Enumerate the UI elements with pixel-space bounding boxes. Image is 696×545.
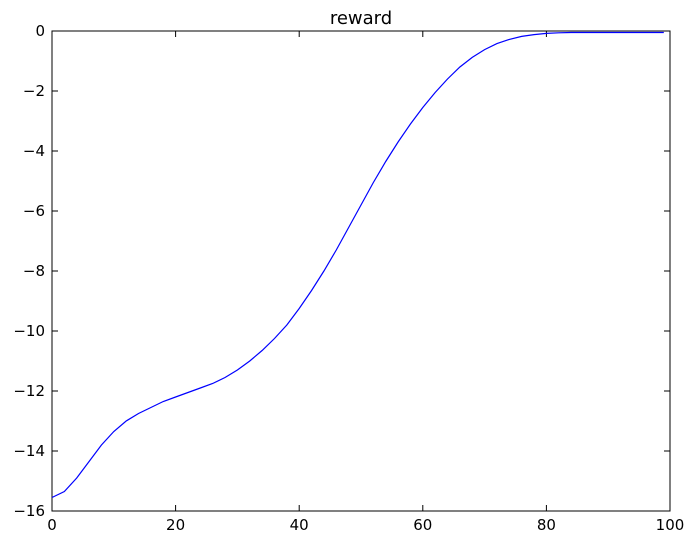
- y-tick-label: −8: [23, 262, 45, 280]
- y-tick-label: −6: [23, 202, 45, 220]
- x-tick-label: 0: [47, 516, 57, 534]
- y-tick-label: −14: [13, 442, 45, 460]
- y-tick-label: −10: [13, 322, 45, 340]
- y-tick-label: −2: [23, 82, 45, 100]
- y-tick-label: −4: [23, 142, 45, 160]
- reward-series-line: [51, 31, 664, 499]
- x-tick-label: 20: [166, 516, 185, 534]
- y-tick-label: 0: [35, 22, 45, 40]
- x-axis-ticks: [51, 31, 671, 511]
- x-axis-tick-labels: 0 20 40 60 80 100: [47, 516, 684, 534]
- x-tick-label: 80: [537, 516, 556, 534]
- y-axis-tick-labels: 0 −2 −4 −6 −8 −10 −12 −14 −16: [13, 22, 45, 520]
- chart-title: reward: [330, 8, 392, 29]
- y-tick-label: −16: [13, 502, 45, 520]
- plot-frame: [51, 30, 671, 512]
- y-axis-ticks: [52, 30, 670, 512]
- x-tick-label: 40: [290, 516, 309, 534]
- x-tick-label: 60: [413, 516, 432, 534]
- x-tick-label: 100: [656, 516, 685, 534]
- y-tick-label: −12: [13, 382, 45, 400]
